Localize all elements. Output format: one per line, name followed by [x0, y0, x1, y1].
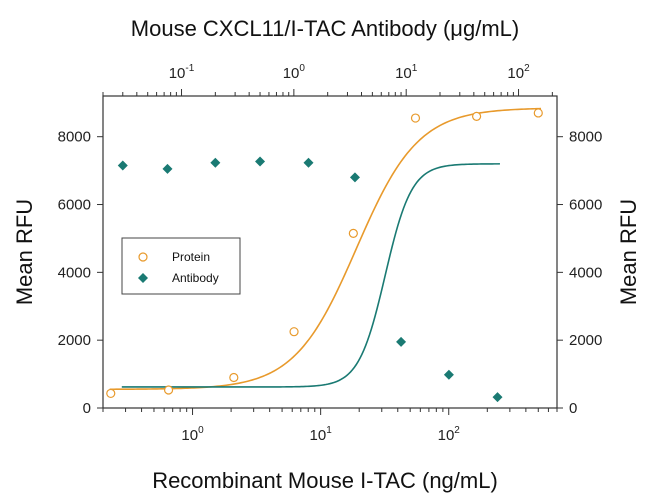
bottom-tick-label-2: 102	[438, 425, 461, 444]
data-points	[106, 108, 543, 403]
right-tick-label-1: 2000	[569, 332, 602, 349]
plot-frame	[102, 95, 558, 409]
protein-point-5	[410, 113, 421, 123]
bottom-ticks: 100 101 102	[102, 408, 558, 444]
left-tick-label-1: 2000	[58, 332, 91, 349]
chart-title: Mouse CXCL11/I-TAC Antibody (μg/mL)	[131, 16, 519, 41]
left-ticks: 0 2000 4000 6000 8000	[58, 129, 103, 417]
antibody-point-3	[255, 156, 266, 167]
top-tick-label-0: 10-1	[169, 63, 195, 82]
left-tick-label-0: 0	[83, 400, 91, 417]
fit-curves	[109, 107, 542, 391]
antibody-point-4	[303, 157, 314, 168]
bottom-tick-label-1: 101	[310, 425, 333, 444]
protein-point-3	[289, 327, 299, 337]
top-tick-label-3: 102	[507, 63, 530, 82]
x-axis-title: Recombinant Mouse I-TAC (ng/mL)	[152, 468, 498, 493]
legend-protein-label: Protein	[172, 250, 210, 264]
legend-protein-marker	[138, 252, 148, 262]
antibody-point-7	[443, 369, 454, 380]
right-tick-label-0: 0	[569, 400, 577, 417]
legend: Protein Antibody	[121, 237, 241, 295]
top-tick-label-1: 100	[283, 63, 306, 82]
antibody-point-2	[210, 157, 221, 168]
right-tick-label-2: 4000	[569, 264, 602, 281]
legend-antibody-label: Antibody	[172, 271, 219, 285]
protein-point-6	[472, 111, 482, 121]
left-tick-label-3: 6000	[58, 197, 91, 214]
y-axis-title-right: Mean RFU	[616, 199, 641, 305]
protein-point-0	[106, 388, 116, 399]
right-tick-label-3: 6000	[569, 197, 602, 214]
right-ticks: 0 2000 4000 6000 8000	[557, 129, 602, 417]
antibody-point-0	[117, 160, 128, 171]
protein-point-4	[348, 228, 358, 238]
protein-point-7	[533, 108, 543, 118]
right-tick-label-4: 8000	[569, 129, 602, 146]
left-tick-label-4: 8000	[58, 129, 91, 146]
legend-antibody-marker	[138, 273, 148, 283]
top-ticks: 10-1 100 101 102	[102, 63, 553, 96]
antibody-point-6	[396, 336, 407, 347]
legend-box	[121, 237, 241, 295]
top-tick-label-2: 101	[395, 63, 418, 82]
antibody-point-8	[492, 392, 503, 403]
left-tick-label-2: 4000	[58, 264, 91, 281]
y-axis-title-left: Mean RFU	[12, 199, 37, 305]
protein-point-2	[229, 372, 239, 383]
protein-point-1	[163, 385, 174, 395]
fit-curve-antibody	[121, 163, 500, 388]
fit-curve-protein	[109, 107, 542, 391]
bottom-tick-label-0: 100	[181, 425, 204, 444]
antibody-point-5	[349, 172, 360, 183]
antibody-point-1	[162, 163, 173, 174]
